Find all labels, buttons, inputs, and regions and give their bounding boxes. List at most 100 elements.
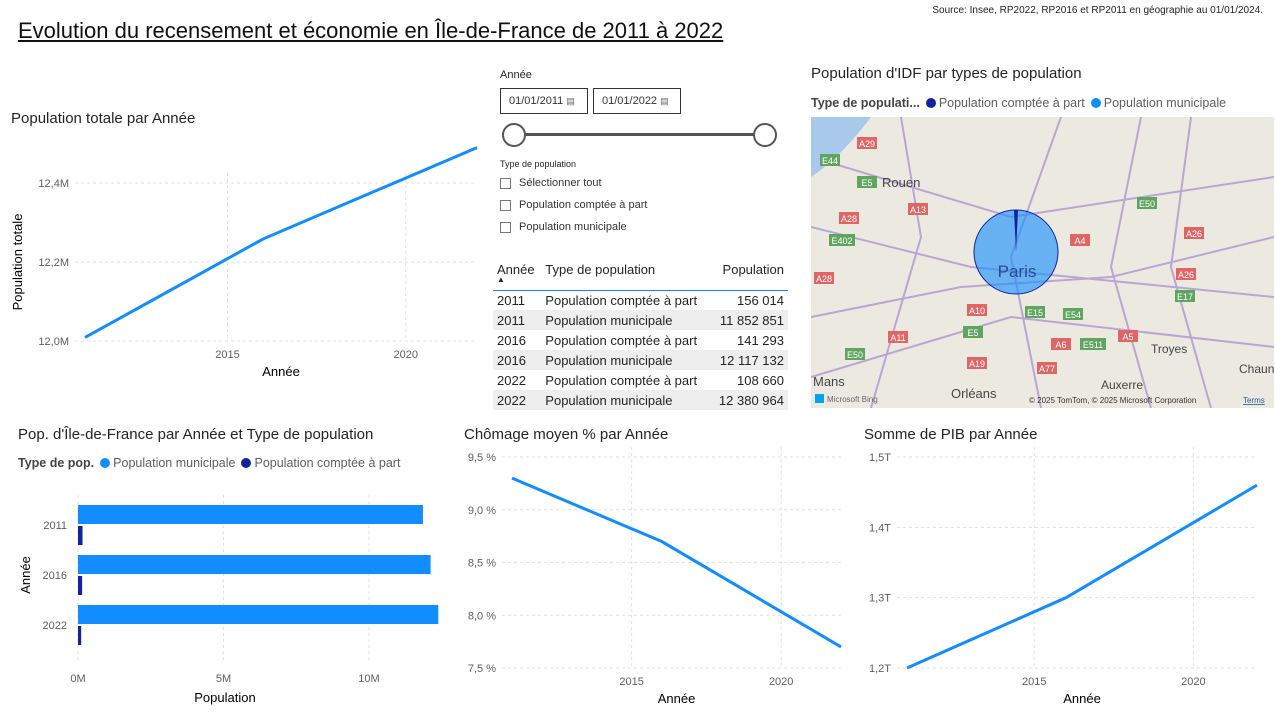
pop-total-chart[interactable]: 12,0M 12,2M 12,4M 2015 2020 Année Population t… (0, 135, 490, 385)
table-cell: 12 380 964 (718, 392, 784, 408)
road-shield (888, 331, 908, 343)
map-attribution: © 2025 TomTom, © 2025 Microsoft Corporat… (1029, 396, 1196, 405)
table-row[interactable]: 2022 Population municipale 12 380 964 (493, 390, 788, 410)
road-shield (1175, 290, 1195, 302)
calendar-icon: ▤ (660, 96, 669, 106)
sort-ascending-icon: ▲ (497, 275, 505, 284)
x-tick-label: 5M (216, 673, 231, 685)
x-axis-label: Année (658, 691, 696, 706)
y-axis-label: Année (18, 556, 33, 594)
type-filter-label: Type de population (500, 159, 577, 169)
road-label: E5 (861, 178, 872, 188)
table-cell: 11 852 851 (719, 312, 784, 328)
road-label: A77 (1039, 364, 1055, 374)
checkbox-population-comptee[interactable]: Population comptée à part (500, 194, 647, 216)
legend-dot-icon (241, 458, 252, 468)
road-shield (1037, 362, 1057, 374)
road-shield (839, 212, 859, 224)
road-label: A26 (1186, 229, 1202, 239)
road-shield (1176, 268, 1196, 280)
legend-dot-icon (925, 98, 936, 108)
table-row[interactable]: 2011 Population municipale 11 852 851 (493, 310, 788, 330)
y-tick-label: 1,2T (869, 663, 891, 675)
table-cell: Population municipale (545, 392, 673, 408)
table-cell: 2022 (497, 372, 526, 388)
x-tick-label: 2015 (619, 676, 643, 688)
column-header-population[interactable]: Population (722, 262, 784, 277)
range-slider-end-handle[interactable] (753, 123, 777, 147)
road-label: A5 (1122, 332, 1133, 342)
bing-logo: Microsoft Bing (827, 395, 878, 404)
chomage-chart[interactable]: 7,5 % 8,0 % 8,5 % 9,0 % 9,5 % 2015 2020 Année (440, 445, 855, 715)
table-row[interactable]: 2016 Population municipale 12 117 132 (493, 350, 788, 370)
pib-title: Somme de PIB par Année (864, 426, 1038, 443)
bar-municipale (78, 605, 439, 624)
road-shield (967, 357, 987, 369)
checkbox-icon (500, 221, 511, 233)
range-slider-track[interactable] (514, 133, 766, 136)
table-row[interactable]: 2011 Population comptée à part 156 014 (493, 290, 788, 310)
map-city-label: Orléans (951, 386, 997, 401)
table-cell: 2016 (497, 352, 526, 368)
road-shield (1063, 308, 1083, 320)
table-row[interactable]: 2016 Population comptée à part 141 293 (493, 330, 788, 350)
road-label: E50 (847, 350, 863, 360)
column-header-type[interactable]: Type de population (545, 262, 656, 277)
table-cell: 2022 (497, 392, 526, 408)
data-line (906, 483, 1258, 670)
road-label: A26 (1178, 270, 1194, 280)
column-header-annee[interactable]: Année ▲ (493, 256, 541, 290)
data-line (511, 476, 842, 649)
y-tick-label: 1,5T (869, 452, 891, 464)
map-visual[interactable]: A29 E44 E5 A13 A28 E402 A28 E50 A4 A26 A26 E17 A10 E1… (811, 117, 1274, 408)
x-tick-label: 0M (70, 673, 85, 685)
range-slider-start-handle[interactable] (502, 123, 526, 147)
road-shield (820, 154, 840, 166)
road-shield (1080, 338, 1106, 350)
road-label: A4 (1074, 236, 1085, 246)
end-date-value: 01/01/2022 (602, 95, 658, 107)
table-cell: Population municipale (545, 312, 673, 328)
x-axis-label: Année (262, 364, 300, 379)
bar-comptee-a-part (78, 576, 83, 595)
road-shield (857, 176, 877, 188)
x-axis-label: Année (1063, 691, 1101, 706)
checkbox-icon (500, 177, 511, 189)
y-tick-label: 1,3T (869, 593, 891, 605)
road (1169, 117, 1212, 408)
population-table: Année ▲ Type de population Population 201… (493, 256, 788, 410)
y-axis-label: Population totale (10, 214, 25, 311)
map-city-label: Paris (998, 262, 1037, 281)
road (811, 315, 1274, 378)
bar-chart[interactable]: 0M 5M 10M 2011 2016 2022 Population Année (0, 490, 450, 715)
y-tick-label: 1,4T (869, 522, 891, 534)
legend-dot-icon (1090, 98, 1101, 108)
road-label: E511 (1083, 340, 1103, 350)
table-cell: 2011 (497, 312, 525, 328)
checkbox-select-all[interactable]: Sélectionner tout (500, 172, 647, 194)
start-date-input[interactable]: 01/01/2011 ▤ (500, 88, 588, 114)
y-tick-label: 12,2M (38, 257, 69, 269)
road-shield (829, 234, 855, 246)
checkbox-label: Population comptée à part (519, 199, 648, 211)
y-tick-label: 12,4M (38, 178, 69, 190)
road-label: E54 (1065, 310, 1081, 320)
road-shield (967, 304, 987, 316)
map-terms-link[interactable]: Terms (1243, 396, 1265, 405)
road-shield (814, 272, 834, 284)
map-city-label: Chaun (1239, 362, 1274, 376)
checkbox-label: Population municipale (519, 221, 627, 233)
road-shield (1137, 197, 1157, 209)
road (811, 226, 1274, 298)
map-legend: Type de populati... Population comptée à … (811, 96, 1227, 110)
table-row[interactable]: 2022 Population comptée à part 108 660 (493, 370, 788, 390)
bar-comptee-a-part (78, 626, 82, 645)
table-cell: 12 117 132 (719, 352, 784, 368)
road-shield (845, 348, 865, 360)
road-shield (1051, 338, 1071, 350)
road (1109, 117, 1152, 408)
pib-chart[interactable]: 1,2T 1,3T 1,4T 1,5T 2015 2020 Année (855, 445, 1275, 715)
end-date-input[interactable]: 01/01/2022 ▤ (593, 88, 681, 114)
road-label: E5 (967, 328, 978, 338)
checkbox-population-municipale[interactable]: Population municipale (500, 216, 647, 238)
